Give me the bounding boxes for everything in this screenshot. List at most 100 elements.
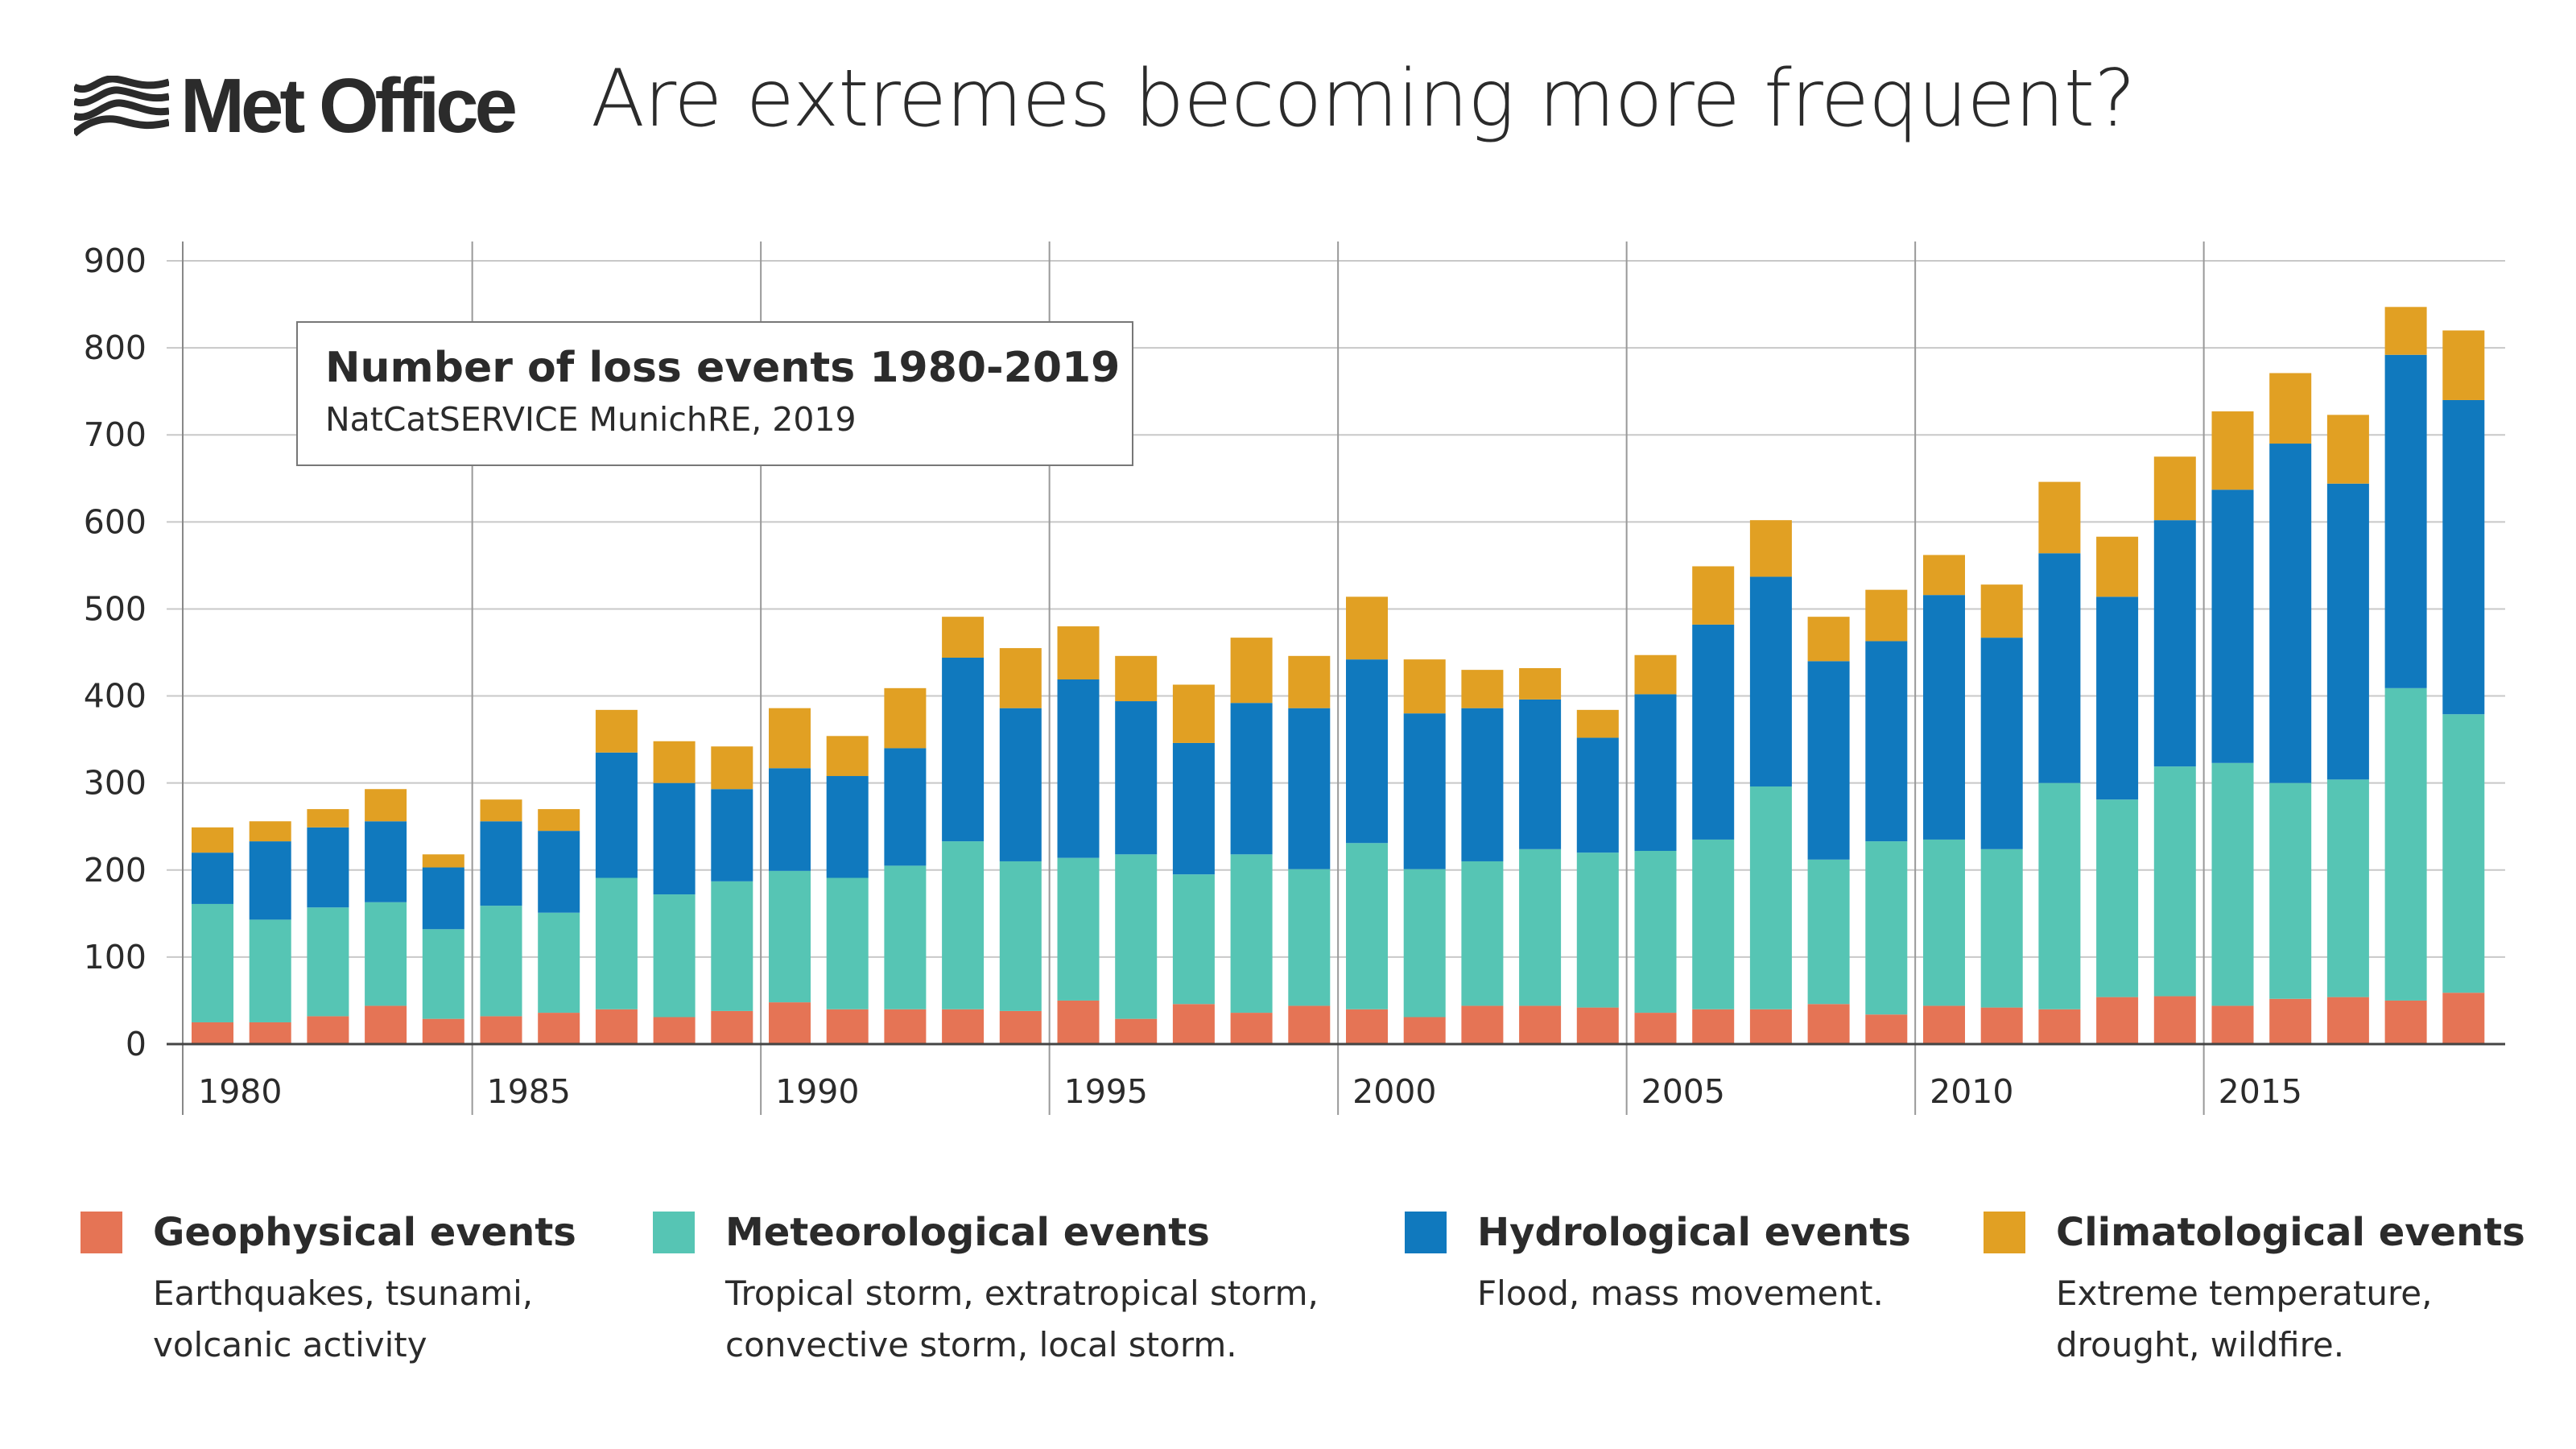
bar-segment-hydrological-2006: [1692, 624, 1735, 840]
bar-segment-hydrological-2004: [1576, 737, 1619, 853]
bar-segment-geophysical-2008: [1807, 1004, 1850, 1044]
bar-segment-climatological-1982: [307, 809, 349, 828]
bar-segment-geophysical-1991: [826, 1009, 869, 1044]
bar-segment-hydrological-1998: [1230, 703, 1273, 855]
bar-segment-climatological-2018: [2384, 307, 2427, 355]
bar-segment-climatological-2011: [1980, 584, 2023, 638]
bar-segment-meteorological-2019: [2442, 714, 2485, 993]
bar-segment-hydrological-2007: [1749, 576, 1792, 786]
bar-segment-meteorological-1999: [1288, 869, 1331, 1006]
bar-segment-hydrological-1991: [826, 776, 869, 878]
bar-segment-meteorological-2015: [2211, 762, 2254, 1006]
bar-segment-meteorological-2009: [1865, 841, 1908, 1015]
bar-segment-geophysical-1992: [884, 1009, 927, 1044]
y-tick-label: 100: [84, 938, 147, 976]
bar-segment-geophysical-2012: [2038, 1009, 2081, 1044]
bar-segment-geophysical-2014: [2153, 996, 2196, 1044]
bar-segment-geophysical-1984: [422, 1018, 464, 1044]
bar-segment-hydrological-1984: [422, 867, 464, 930]
bar-segment-geophysical-1980: [192, 1022, 233, 1044]
bar-segment-climatological-1986: [538, 809, 580, 832]
bar-segment-geophysical-1989: [711, 1010, 753, 1044]
bar-segment-climatological-2005: [1634, 654, 1677, 695]
bar-segment-climatological-2002: [1461, 670, 1504, 708]
bar-segment-meteorological-2000: [1346, 843, 1388, 1009]
bar-segment-geophysical-2003: [1519, 1005, 1562, 1044]
bar-segment-geophysical-1985: [480, 1016, 522, 1044]
y-tick-label: 200: [84, 851, 147, 890]
bar-segment-geophysical-2000: [1346, 1009, 1388, 1044]
bar-segment-hydrological-2016: [2269, 444, 2312, 783]
bar-segment-geophysical-2001: [1403, 1017, 1446, 1044]
bar-segment-meteorological-2013: [2096, 799, 2139, 997]
bar-segment-geophysical-2016: [2269, 998, 2312, 1044]
legend-label: Hydrological events: [1477, 1210, 1911, 1255]
legend-label: Geophysical events: [153, 1210, 576, 1255]
x-tick-label: 1985: [487, 1072, 571, 1111]
bar-segment-climatological-1987: [595, 709, 638, 753]
bar-segment-meteorological-1995: [1057, 857, 1100, 1001]
bar-segment-meteorological-1980: [192, 903, 233, 1022]
bar-segment-hydrological-2017: [2326, 483, 2369, 780]
bar-segment-geophysical-1998: [1230, 1013, 1273, 1044]
x-tick-label: 2000: [1352, 1072, 1436, 1111]
bar-segment-climatological-2016: [2269, 373, 2312, 444]
bar-segment-hydrological-1996: [1115, 701, 1158, 855]
legend-swatch: [80, 1212, 122, 1253]
bar-segment-hydrological-1985: [480, 821, 522, 906]
bar-segment-climatological-2015: [2211, 411, 2254, 490]
bar-segment-hydrological-1982: [307, 827, 349, 908]
bar-segment-meteorological-1998: [1230, 854, 1273, 1013]
legend-desc: drought, wildfire.: [2056, 1325, 2345, 1364]
bar-segment-hydrological-1990: [769, 768, 811, 871]
bar-segment-geophysical-1995: [1057, 1000, 1100, 1044]
bar-segment-hydrological-2009: [1865, 641, 1908, 842]
bar-segment-climatological-2010: [1923, 555, 1965, 596]
bar-segment-hydrological-2013: [2096, 597, 2139, 800]
bar-segment-geophysical-1990: [769, 1002, 811, 1044]
bar-segment-meteorological-2016: [2269, 782, 2312, 999]
bar-segment-climatological-1996: [1115, 655, 1158, 702]
bar-segment-climatological-1980: [192, 827, 233, 853]
bar-segment-climatological-2013: [2096, 536, 2139, 597]
bar-segment-climatological-2019: [2442, 330, 2485, 400]
chart-annotation-box: Number of loss events 1980-2019 NatCatSE…: [296, 321, 1133, 466]
bar-segment-meteorological-1991: [826, 877, 869, 1009]
bar-segment-meteorological-2005: [1634, 850, 1677, 1013]
bar-segment-meteorological-2017: [2326, 779, 2369, 997]
bar-segment-hydrological-1993: [942, 657, 985, 842]
bar-segment-hydrological-2012: [2038, 553, 2081, 783]
bar-segment-hydrological-1988: [653, 782, 696, 895]
bar-segment-geophysical-1993: [942, 1009, 985, 1044]
bar-segment-meteorological-2008: [1807, 859, 1850, 1005]
legend-label: Climatological events: [2056, 1210, 2525, 1255]
bar-segment-meteorological-1993: [942, 841, 985, 1009]
bar-segment-geophysical-2013: [2096, 997, 2139, 1044]
bar-segment-geophysical-1982: [307, 1016, 349, 1044]
bar-segment-meteorological-1983: [365, 902, 407, 1006]
bar-segment-geophysical-1981: [249, 1022, 291, 1044]
bar-segment-climatological-1997: [1172, 684, 1215, 743]
y-tick-label: 800: [84, 328, 147, 367]
bar-segment-geophysical-2017: [2326, 997, 2369, 1044]
y-tick-label: 400: [84, 677, 147, 716]
bar-segment-geophysical-2002: [1461, 1005, 1504, 1044]
bar-segment-climatological-2007: [1749, 520, 1792, 577]
bar-segment-geophysical-2010: [1923, 1005, 1965, 1044]
legend-desc: volcanic activity: [153, 1325, 427, 1364]
bar-segment-geophysical-1987: [595, 1009, 638, 1044]
bar-segment-meteorological-1987: [595, 877, 638, 1009]
x-tick-label: 2005: [1641, 1072, 1725, 1111]
bar-segment-hydrological-2015: [2211, 489, 2254, 763]
waves-logo-icon: [74, 76, 169, 137]
bar-segment-geophysical-2005: [1634, 1013, 1677, 1044]
legend-swatch: [1984, 1212, 2025, 1253]
bar-segment-climatological-2001: [1403, 659, 1446, 714]
bar-segment-climatological-2014: [2153, 456, 2196, 521]
bar-segment-hydrological-1983: [365, 821, 407, 902]
bar-segment-climatological-2000: [1346, 597, 1388, 660]
bar-segment-climatological-1984: [422, 854, 464, 868]
bar-segment-hydrological-1980: [192, 852, 233, 904]
bar-segment-climatological-2006: [1692, 566, 1735, 625]
bar-segment-climatological-1998: [1230, 638, 1273, 704]
